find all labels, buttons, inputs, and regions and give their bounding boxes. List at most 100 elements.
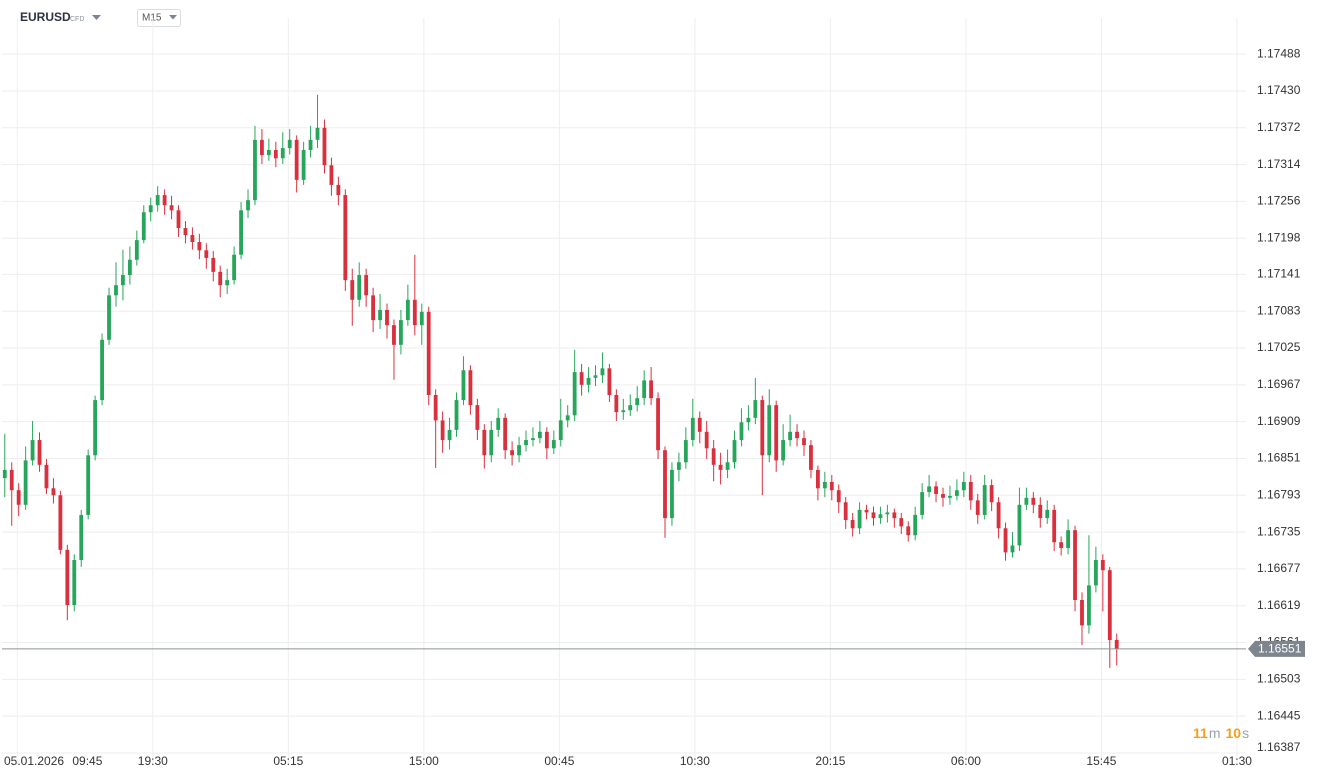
candle-body: [204, 250, 209, 258]
candle-body: [190, 235, 195, 243]
candle-body: [1031, 497, 1036, 505]
candle-body: [350, 280, 355, 300]
candle-body: [51, 488, 56, 496]
candle-body: [551, 440, 556, 449]
candle-body: [760, 400, 765, 456]
candle-body: [72, 560, 77, 606]
candle-body: [197, 242, 202, 251]
countdown-value: 11: [1193, 725, 1208, 741]
candle-body: [927, 486, 932, 493]
candle-body: [899, 518, 904, 527]
candle-body: [308, 139, 313, 151]
candle-body: [913, 514, 918, 536]
candle-body: [280, 148, 285, 159]
candle-body: [44, 464, 49, 489]
candle-body: [982, 485, 987, 515]
candle-body: [114, 285, 118, 296]
x-tick-label: 19:30: [138, 754, 168, 768]
candle-body: [364, 275, 369, 296]
x-tick-label: 06:00: [951, 754, 981, 768]
candle-body: [183, 228, 188, 236]
candle-body: [9, 469, 14, 491]
candle-body: [961, 481, 966, 491]
countdown-unit: m: [1209, 725, 1221, 741]
candle-body: [836, 490, 841, 503]
candle-body: [440, 420, 445, 441]
timeframe-box[interactable]: [137, 9, 181, 27]
x-tick-label: 20:15: [815, 754, 845, 768]
candle-body: [301, 150, 306, 180]
candle-body: [461, 370, 466, 401]
y-tick-label: 1.17025: [1257, 340, 1301, 354]
candle-body: [656, 398, 660, 451]
candle-body: [621, 410, 626, 413]
instrument-type: CFD: [70, 16, 84, 23]
candle-body: [663, 450, 667, 519]
candle-body: [732, 440, 737, 463]
candle-body: [628, 405, 633, 411]
candle-body: [211, 257, 216, 272]
y-tick-label: 1.16909: [1257, 414, 1301, 428]
candle-body: [2, 469, 7, 479]
x-tick-label: 15:45: [1086, 754, 1116, 768]
y-tick-label: 1.17256: [1257, 194, 1301, 208]
candle-body: [795, 431, 799, 439]
candle-body: [670, 469, 674, 519]
candle-body: [266, 150, 271, 156]
candle-body: [954, 490, 959, 496]
price-tag: [1248, 640, 1305, 657]
candle-body: [885, 512, 890, 515]
candle-body: [989, 485, 994, 503]
timeframe[interactable]: M15: [142, 13, 162, 24]
candle-body: [378, 309, 382, 321]
candle-body: [294, 139, 299, 180]
candle-body: [336, 184, 341, 196]
candle-body: [447, 429, 452, 441]
candle-body: [934, 486, 938, 494]
candle-body: [767, 405, 772, 456]
candle-body: [503, 417, 508, 451]
candle-body: [871, 512, 876, 519]
candle-body: [162, 195, 167, 206]
countdown-value: 10: [1225, 725, 1241, 741]
candle-body: [107, 295, 111, 340]
candle-body: [711, 448, 716, 465]
candle-body: [412, 299, 417, 326]
symbol-dropdown[interactable]: [92, 15, 101, 20]
candle-body: [864, 509, 869, 513]
candle-body: [1052, 509, 1057, 543]
candle-body: [718, 464, 723, 470]
candle-body: [1093, 560, 1098, 586]
candle-body: [1010, 545, 1015, 553]
candle-body: [322, 127, 327, 166]
candle-body: [475, 405, 480, 430]
y-tick-label: 1.16387: [1257, 740, 1301, 754]
candle-body: [788, 431, 793, 441]
candle-body: [86, 455, 91, 515]
candle-body: [524, 440, 528, 446]
candle-body: [79, 514, 84, 561]
candle-body: [941, 493, 945, 498]
candle-body: [315, 127, 320, 140]
y-tick-label: 1.16445: [1257, 708, 1301, 722]
candle-body: [454, 400, 459, 430]
candle-body: [1100, 560, 1105, 571]
candle-body: [405, 299, 410, 321]
candle-body: [753, 400, 758, 418]
candle-body: [920, 492, 925, 515]
candle-body: [531, 438, 535, 441]
candles: [2, 94, 1119, 668]
candle-body: [426, 311, 431, 395]
candle-body: [517, 445, 521, 456]
price-tag-label: 1.16551: [1258, 642, 1302, 656]
countdown: 11m 10s: [1193, 725, 1249, 741]
candle-body: [260, 139, 264, 156]
candle-body: [482, 429, 487, 456]
candle-body: [176, 210, 181, 229]
timeframe-dropdown[interactable]: [169, 15, 177, 20]
y-tick-label: 1.17198: [1257, 230, 1301, 244]
symbol[interactable]: EURUSD: [20, 10, 71, 24]
candle-body: [343, 195, 348, 281]
x-tick-label: 10:30: [680, 754, 710, 768]
candle-body: [468, 370, 473, 406]
